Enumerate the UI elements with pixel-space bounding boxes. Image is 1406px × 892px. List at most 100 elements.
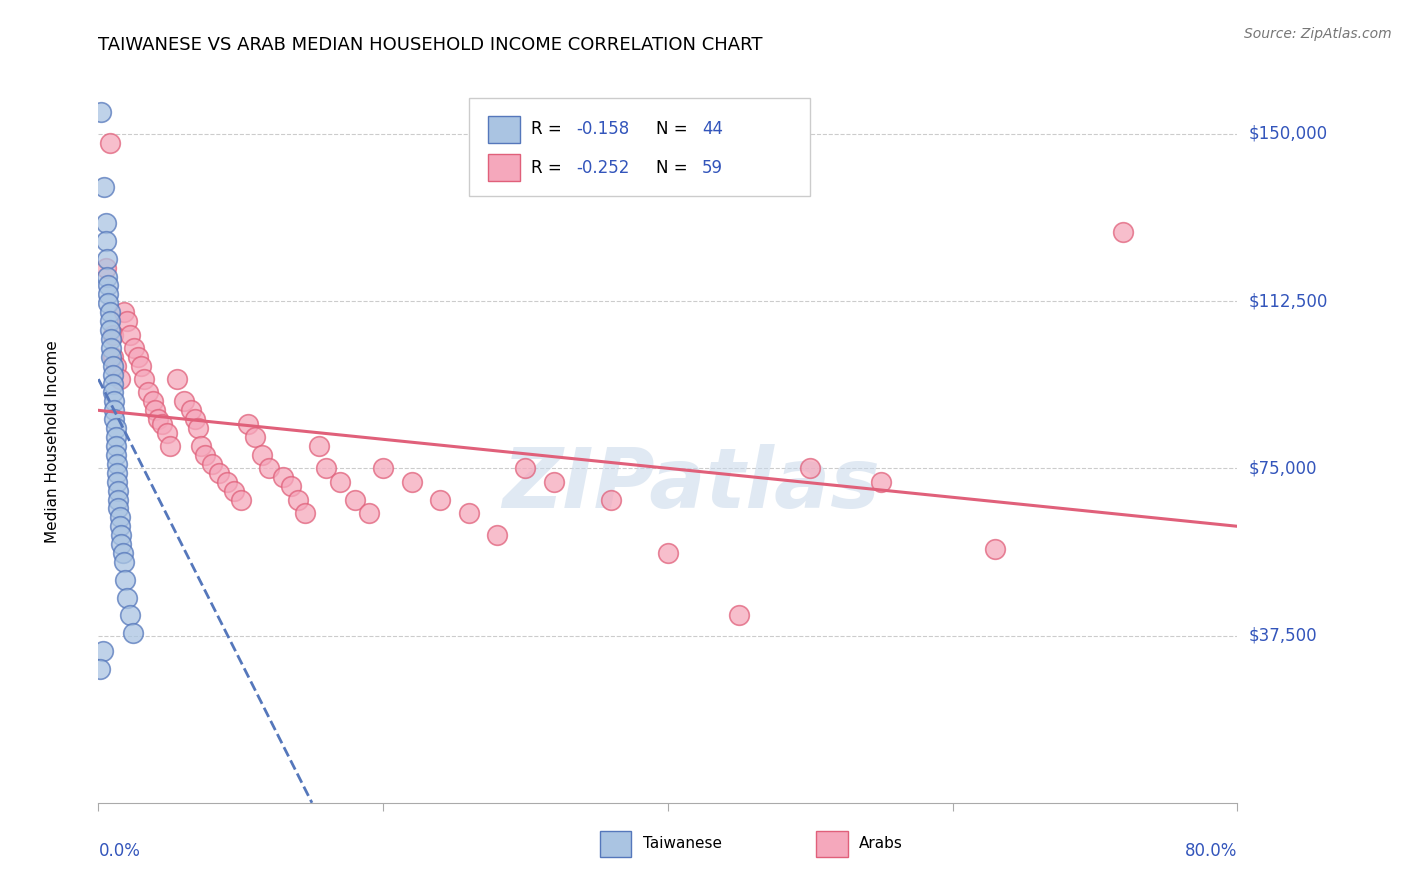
Point <box>373 461 395 475</box>
Point <box>107 483 129 498</box>
Point <box>91 644 114 658</box>
Point <box>104 439 127 453</box>
Point <box>112 305 135 319</box>
Point <box>287 492 309 507</box>
Point <box>110 528 132 542</box>
Point <box>280 479 302 493</box>
Point <box>148 412 170 426</box>
Point <box>145 403 167 417</box>
Point <box>101 350 124 364</box>
Point <box>728 608 751 623</box>
Point <box>127 350 149 364</box>
Point <box>152 417 174 431</box>
Point <box>107 501 129 516</box>
Point <box>97 296 120 310</box>
Point <box>222 483 245 498</box>
Text: Taiwanese: Taiwanese <box>643 837 721 852</box>
Point <box>112 555 135 569</box>
Point <box>159 439 181 453</box>
Text: TAIWANESE VS ARAB MEDIAN HOUSEHOLD INCOME CORRELATION CHART: TAIWANESE VS ARAB MEDIAN HOUSEHOLD INCOM… <box>98 36 763 54</box>
Point <box>194 448 217 462</box>
Point <box>259 461 281 475</box>
Point <box>114 573 136 587</box>
Point <box>190 439 212 453</box>
Point <box>108 510 131 524</box>
Point <box>101 368 124 382</box>
Point <box>101 327 124 342</box>
Point <box>118 327 141 342</box>
Point <box>110 537 132 551</box>
Point <box>97 287 120 301</box>
Point <box>156 425 179 440</box>
Point <box>103 403 125 417</box>
Point <box>984 541 1007 556</box>
Point <box>187 421 209 435</box>
Text: R =: R = <box>531 120 567 138</box>
Point <box>543 475 565 489</box>
Point <box>105 466 128 480</box>
Point <box>1112 225 1135 239</box>
Text: Arabs: Arabs <box>859 837 903 852</box>
Point <box>308 439 330 453</box>
Point <box>273 470 295 484</box>
Point <box>208 466 231 480</box>
Text: 0.0%: 0.0% <box>98 842 141 860</box>
Point <box>107 492 129 507</box>
Point <box>118 608 141 623</box>
Point <box>250 448 273 462</box>
FancyBboxPatch shape <box>468 98 810 196</box>
Point <box>132 372 155 386</box>
Point <box>429 492 451 507</box>
Point <box>101 376 124 391</box>
Text: N =: N = <box>657 159 693 177</box>
Point <box>870 475 893 489</box>
Text: $37,500: $37,500 <box>1249 626 1317 645</box>
Point <box>105 475 128 489</box>
Point <box>98 305 121 319</box>
Point <box>129 359 152 373</box>
Point <box>94 260 117 275</box>
Point <box>89 662 111 676</box>
Point <box>215 475 238 489</box>
Point <box>104 421 127 435</box>
Point <box>294 506 316 520</box>
Point <box>115 591 138 605</box>
Point <box>105 457 128 471</box>
Point <box>98 314 121 328</box>
Point <box>103 412 125 426</box>
Point <box>103 394 125 409</box>
Bar <box>599 831 631 857</box>
Text: -0.158: -0.158 <box>576 120 630 138</box>
Text: 44: 44 <box>702 120 723 138</box>
Point <box>173 394 195 409</box>
Point <box>94 216 117 230</box>
Point <box>108 519 131 533</box>
Point <box>100 350 122 364</box>
Text: ZIPatlas: ZIPatlas <box>502 444 880 525</box>
Bar <box>488 116 520 143</box>
Text: R =: R = <box>531 159 567 177</box>
Point <box>799 461 821 475</box>
Text: $150,000: $150,000 <box>1249 125 1327 143</box>
Point <box>184 412 207 426</box>
Point <box>329 475 352 489</box>
Point <box>401 475 423 489</box>
Text: 59: 59 <box>702 159 723 177</box>
Point <box>515 461 537 475</box>
Point <box>90 104 112 119</box>
Point <box>111 546 134 560</box>
Point <box>115 314 138 328</box>
Point <box>122 341 145 355</box>
Point <box>98 136 121 150</box>
Text: Median Household Income: Median Household Income <box>45 340 60 543</box>
Point <box>141 394 163 409</box>
Point <box>121 626 143 640</box>
Point <box>104 448 127 462</box>
Point <box>96 269 118 284</box>
Point <box>201 457 224 471</box>
Point <box>457 506 479 520</box>
Point <box>97 278 120 293</box>
Text: $112,500: $112,500 <box>1249 292 1327 310</box>
Point <box>315 461 337 475</box>
Point <box>243 430 266 444</box>
